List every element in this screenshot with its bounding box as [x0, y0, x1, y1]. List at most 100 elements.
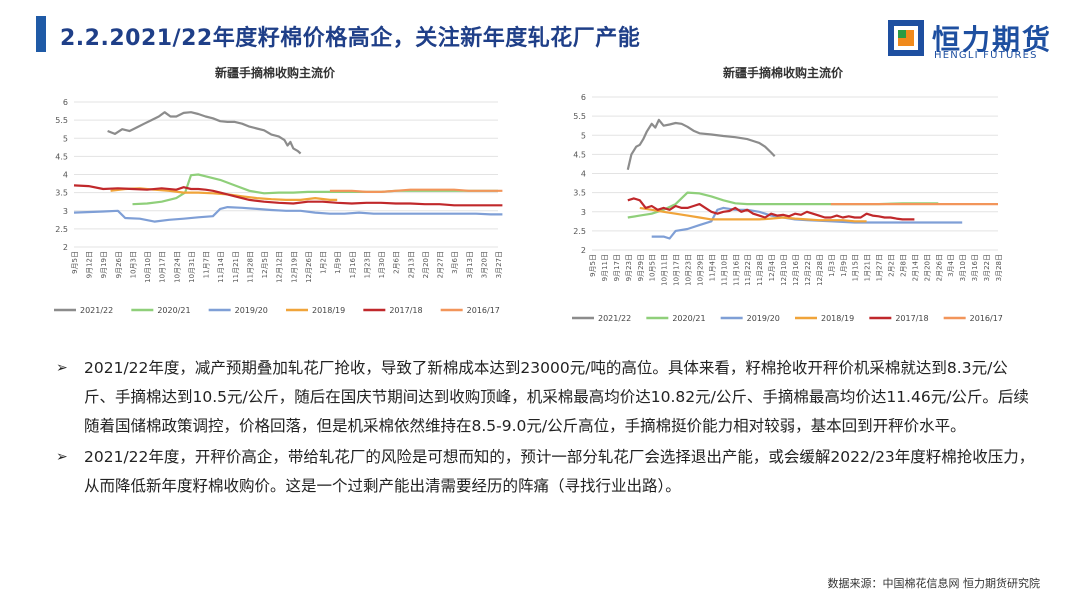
legend-item: 2020/21	[131, 306, 191, 315]
x-tick-label: 2月27日	[437, 251, 445, 278]
x-tick-label: 2月14日	[911, 254, 919, 281]
x-tick-label: 9月11日	[601, 254, 609, 281]
y-tick-label: 4	[581, 170, 586, 179]
x-tick-label: 9月29日	[637, 254, 645, 281]
legend-item: 2021/22	[572, 314, 631, 323]
title-accent-bar	[36, 16, 46, 52]
logo-text-cn: 恒力期货	[932, 23, 1053, 56]
y-tick-label: 4.5	[573, 150, 586, 159]
x-tick-label: 1月9日	[334, 251, 342, 274]
x-tick-label: 2月13日	[407, 251, 415, 278]
x-tick-label: 10月11日	[661, 254, 669, 286]
x-tick-label: 3月27日	[495, 251, 503, 278]
x-tick-label: 1月2日	[320, 251, 328, 274]
legend-item: 2018/19	[286, 306, 345, 315]
x-tick-label: 11月10日	[720, 254, 728, 286]
bullet-text: 2021/22年度，开秤价高企，带给轧花厂的风险是可想而知的，预计一部分轧花厂会…	[84, 448, 1035, 495]
y-tick-label: 3	[581, 208, 586, 217]
y-tick-label: 4.5	[55, 152, 68, 161]
y-tick-label: 5	[63, 134, 68, 143]
legend-label: 2018/19	[312, 306, 345, 315]
logo-icon	[888, 20, 924, 56]
x-tick-label: 3月10日	[959, 254, 967, 281]
x-tick-label: 11月4日	[708, 254, 716, 281]
x-tick-label: 9月12日	[86, 251, 94, 278]
x-tick-label: 1月21日	[864, 254, 872, 281]
y-tick-label: 2	[581, 246, 586, 255]
x-tick-label: 12月5日	[261, 251, 269, 278]
x-tick-label: 2月6日	[393, 251, 401, 274]
x-tick-label: 10月29日	[696, 254, 704, 286]
legend-item: 2018/19	[795, 314, 854, 323]
x-tick-label: 2月2日	[888, 254, 896, 277]
x-tick-label: 3月16日	[971, 254, 979, 281]
x-tick-label: 10月23日	[685, 254, 693, 286]
bullet-arrow-icon: ➢	[56, 449, 68, 465]
chart-left: 新疆手摘棉收购主流价 2 2.5 3 3.5 4 4.5 5 5.5 6 9月5日 9月12日 9月1…	[40, 60, 510, 320]
data-source: 数据来源：中国棉花信息网 恒力期货研究院	[827, 577, 1041, 590]
x-tick-label: 1月3日	[828, 254, 836, 277]
x-tick-label: 2月20日	[422, 251, 430, 278]
x-tick-label: 9月26日	[115, 251, 123, 278]
series-line-2019-20	[651, 206, 963, 240]
y-tick-label: 6	[581, 93, 586, 102]
x-tick-label: 3月6日	[451, 251, 459, 274]
x-tick-label: 10月5日	[649, 254, 657, 281]
x-tick-label: 10月31日	[188, 251, 196, 283]
x-tick-label: 10月17日	[673, 254, 681, 286]
x-tick-label: 1月23日	[363, 251, 371, 278]
x-tick-label: 10月24日	[173, 251, 181, 283]
x-tick-label: 11月21日	[232, 251, 240, 283]
y-tick-label: 2	[63, 243, 68, 252]
y-tick-label: 5	[581, 131, 586, 140]
x-tick-label: 12月19日	[290, 251, 298, 283]
x-tick-label: 11月14日	[217, 251, 225, 283]
bullet-list: ➢ 2021/22年度，减产预期叠加轧花厂抢收，导致了新棉成本达到23000元/…	[56, 354, 1036, 503]
x-tick-label: 1月15日	[852, 254, 860, 281]
series-line-2017-18	[73, 184, 503, 207]
legend-label: 2019/20	[235, 306, 268, 315]
y-tick-label: 5.5	[55, 116, 68, 125]
legend-item: 2019/20	[208, 306, 268, 315]
y-tick-label: 6	[63, 98, 68, 107]
x-tick-label: 12月4日	[768, 254, 776, 281]
x-tick-label: 2月26日	[935, 254, 943, 281]
bullet-item: ➢ 2021/22年度，减产预期叠加轧花厂抢收，导致了新棉成本达到23000元/…	[56, 354, 1036, 441]
legend-label: 2021/22	[598, 314, 631, 323]
y-tick-label: 2.5	[55, 225, 68, 234]
legend-label: 2020/21	[157, 306, 190, 315]
chart-left-svg: 2 2.5 3 3.5 4 4.5 5 5.5 6 9月5日 9月12日 9月19日 9月26日 10月3…	[54, 98, 503, 315]
legend-item: 2019/20	[720, 314, 780, 323]
series-line-2016-17	[329, 188, 503, 193]
company-logo: 恒力期货 HENGLI FUTURES	[888, 16, 1058, 62]
chart-right: 新疆手摘棉收购主流价 2 2.5 3 3.5 4 4.5 5 5.5 6 9月5日 9月11日 9月1…	[558, 60, 1008, 330]
x-tick-label: 2月8日	[899, 254, 907, 277]
page-title: 2.2.2021/22年度籽棉价格高企，关注新年度轧花厂产能	[60, 26, 641, 51]
series-line-2017-18	[627, 197, 915, 221]
y-tick-label: 5.5	[573, 112, 586, 121]
x-tick-label: 9月5日	[71, 251, 79, 274]
series-line-2018-19	[639, 206, 867, 223]
series-line-2021-22	[107, 111, 302, 155]
series-line-2021-22	[626, 118, 776, 170]
x-tick-label: 3月13日	[466, 251, 474, 278]
y-tick-label: 3.5	[55, 189, 68, 198]
x-tick-label: 1月9日	[840, 254, 848, 277]
y-tick-label: 4	[63, 171, 68, 180]
x-tick-label: 11月22日	[744, 254, 752, 286]
x-tick-label: 12月28日	[816, 254, 824, 286]
x-tick-label: 12月26日	[305, 251, 313, 283]
legend-label: 2016/17	[970, 314, 1003, 323]
x-tick-label: 11月28日	[756, 254, 764, 286]
legend-item: 2017/18	[869, 314, 929, 323]
y-tick-label: 3	[63, 207, 68, 216]
x-tick-label: 11月28日	[246, 251, 254, 283]
x-tick-label: 9月5日	[589, 254, 597, 277]
x-tick-label: 11月7日	[203, 251, 211, 278]
x-tick-label: 10月3日	[129, 251, 137, 278]
x-tick-label: 1月16日	[349, 251, 357, 278]
x-tick-label: 3月20日	[480, 251, 488, 278]
legend-label: 2016/17	[467, 306, 500, 315]
x-tick-label: 3月22日	[983, 254, 991, 281]
x-tick-label: 12月10日	[780, 254, 788, 286]
